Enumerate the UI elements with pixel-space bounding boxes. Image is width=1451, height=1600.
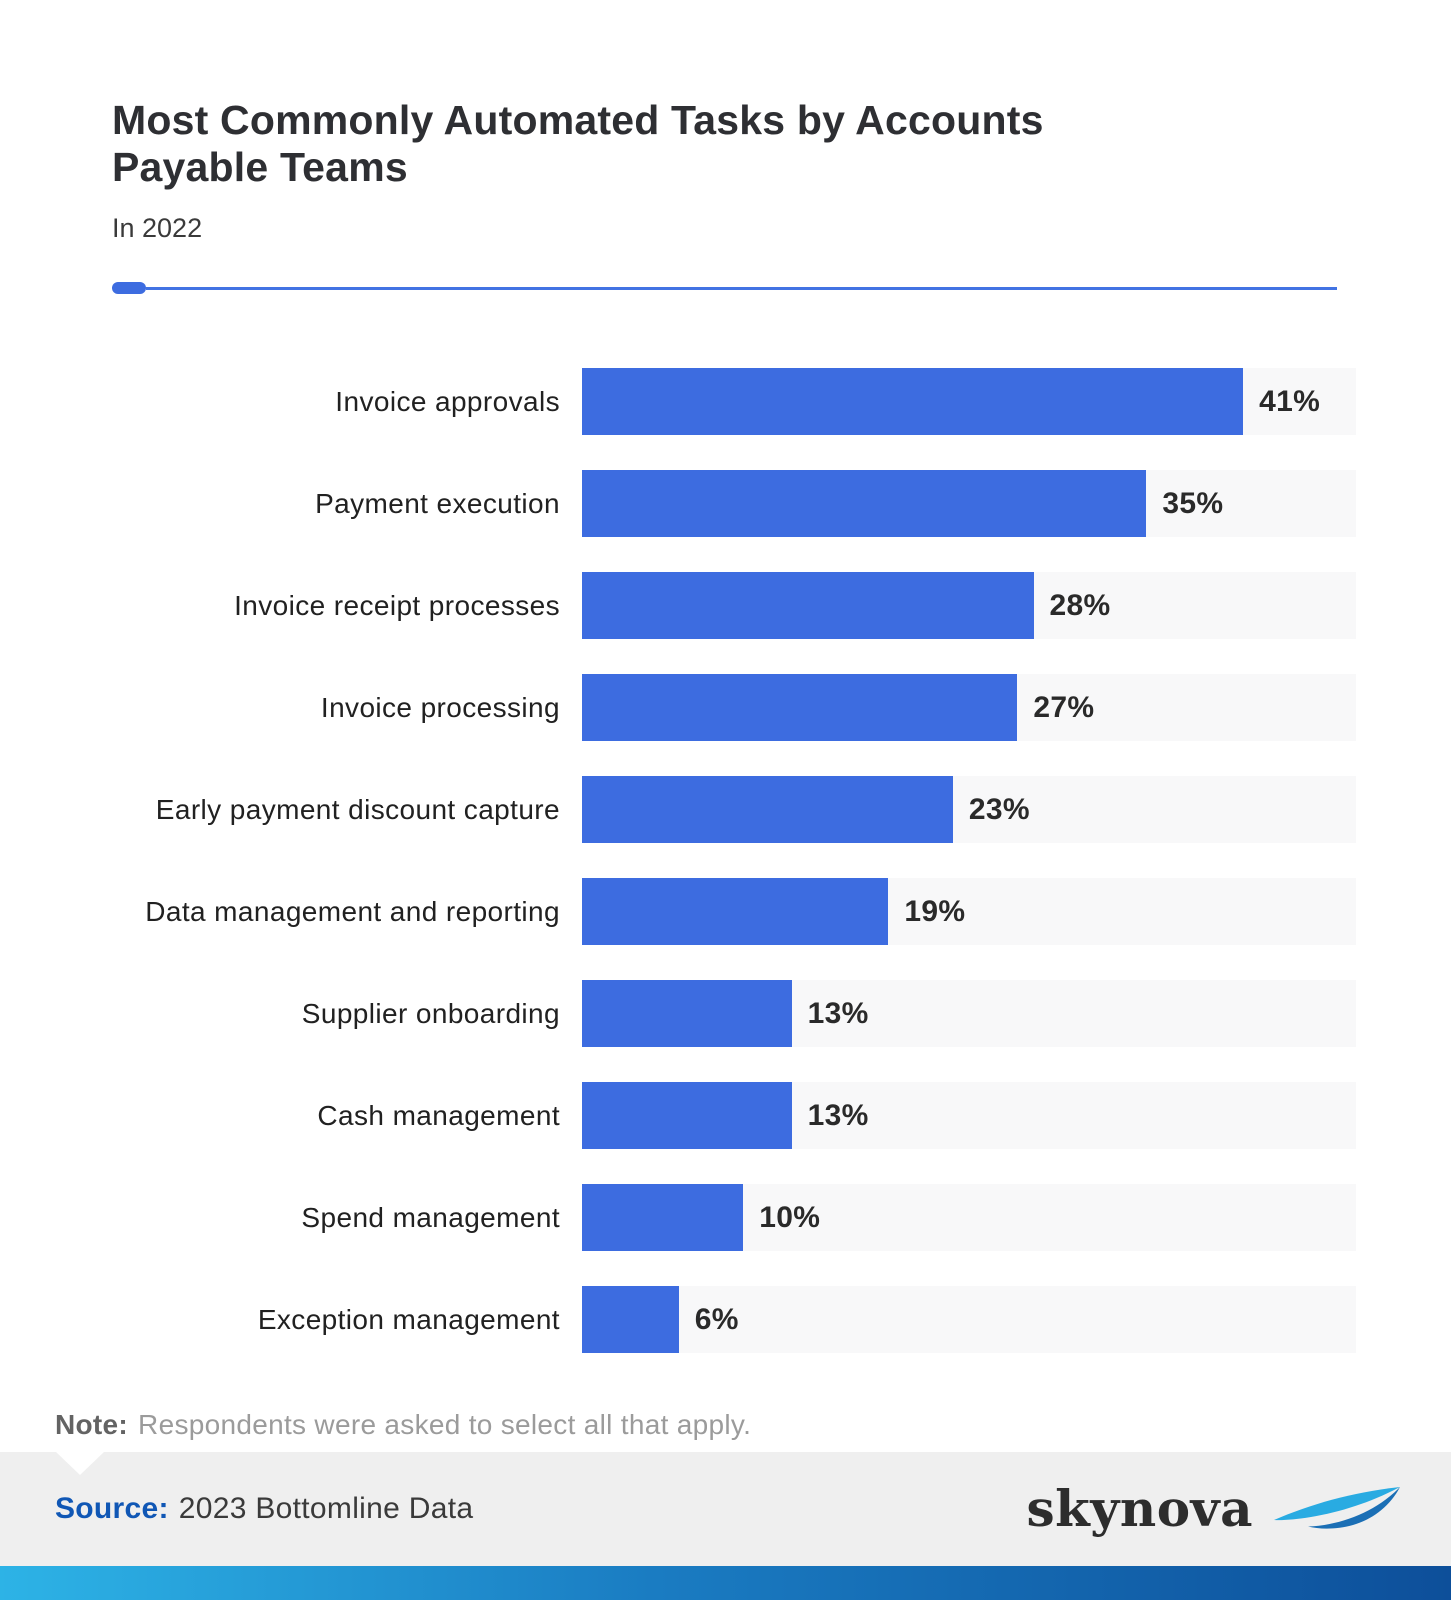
bar-row: Invoice receipt processes 28%	[0, 572, 1356, 639]
bar-track: 35%	[582, 470, 1356, 537]
bar-value: 19%	[904, 894, 966, 928]
divider	[112, 282, 1337, 294]
bar-track: 13%	[582, 980, 1356, 1047]
bar-fill	[582, 980, 792, 1047]
bar-value: 10%	[759, 1200, 821, 1234]
bar-track: 13%	[582, 1082, 1356, 1149]
footer-notch	[56, 1452, 104, 1475]
bar-label: Early payment discount capture	[155, 793, 560, 825]
bar-track: 27%	[582, 674, 1356, 741]
bar-row: Data management and reporting 19%	[0, 878, 1356, 945]
bar-label: Supplier onboarding	[301, 997, 560, 1029]
bar-fill	[582, 470, 1147, 537]
bar-value: 6%	[694, 1302, 739, 1336]
bar-track: 28%	[582, 572, 1356, 639]
chart-title: Most Commonly Automated Tasks by Account…	[112, 97, 1337, 191]
bar-fill	[582, 878, 889, 945]
bar-row: Payment execution 35%	[0, 470, 1356, 537]
header: Most Commonly Automated Tasks by Account…	[0, 0, 1451, 294]
bar-label: Cash management	[317, 1099, 560, 1131]
bar-value: 35%	[1162, 486, 1224, 520]
bar-row: Invoice processing 27%	[0, 674, 1356, 741]
bar-value: 41%	[1259, 384, 1321, 418]
bar-track: 19%	[582, 878, 1356, 945]
chart-subtitle: In 2022	[112, 213, 203, 243]
bar-fill	[582, 1184, 744, 1251]
bar-fill	[582, 572, 1034, 639]
bar-label: Payment execution	[315, 487, 560, 519]
bar-label: Data management and reporting	[145, 895, 560, 927]
bar-row: Spend management 10%	[0, 1184, 1356, 1251]
skynova-logo: skynova	[1027, 1484, 1404, 1534]
note-text: Respondents were asked to select all tha…	[138, 1409, 752, 1440]
note-label: Note:	[55, 1409, 129, 1440]
bar-row: Exception management 6%	[0, 1286, 1356, 1353]
bar-value: 13%	[807, 1098, 869, 1132]
bar-fill	[582, 776, 953, 843]
bar-fill	[582, 674, 1018, 741]
bar-row: Invoice approvals 41%	[0, 368, 1356, 435]
bar-fill	[582, 1286, 679, 1353]
bar-fill	[582, 368, 1244, 435]
bar-value: 27%	[1033, 690, 1095, 724]
bottom-gradient-bar	[0, 1566, 1451, 1600]
bar-row: Cash management 13%	[0, 1082, 1356, 1149]
chart-title-line2: Payable Teams	[112, 144, 408, 190]
bar-label: Invoice receipt processes	[234, 589, 560, 621]
bar-track: 23%	[582, 776, 1356, 843]
bar-value: 28%	[1049, 588, 1111, 622]
bar-value: 23%	[968, 792, 1030, 826]
footer: Source: 2023 Bottomline Data skynova	[0, 1452, 1451, 1566]
bar-chart: Invoice approvals 41% Payment execution 35%…	[0, 368, 1356, 1353]
bar-track: 6%	[582, 1286, 1356, 1353]
bar-label: Invoice processing	[320, 691, 560, 723]
divider-pill	[112, 282, 146, 294]
wave-swoosh-icon	[1274, 1487, 1400, 1529]
bar-value: 13%	[807, 996, 869, 1030]
bar-rows: Invoice approvals 41% Payment execution 35%…	[0, 368, 1356, 1353]
chart-title-line1: Most Commonly Automated Tasks by Account…	[112, 97, 1044, 143]
divider-line	[146, 286, 1337, 290]
bar-label: Spend management	[301, 1201, 560, 1233]
note: Note: Respondents were asked to select al…	[0, 1409, 1451, 1441]
bar-fill	[582, 1082, 792, 1149]
bar-track: 41%	[582, 368, 1356, 435]
source: Source: 2023 Bottomline Data	[55, 1492, 473, 1526]
source-label: Source:	[55, 1492, 169, 1525]
bar-row: Supplier onboarding 13%	[0, 980, 1356, 1047]
source-text: 2023 Bottomline Data	[178, 1492, 474, 1525]
bar-track: 10%	[582, 1184, 1356, 1251]
bar-row: Early payment discount capture 23%	[0, 776, 1356, 843]
bar-label: Exception management	[257, 1303, 560, 1335]
bar-label: Invoice approvals	[335, 385, 560, 417]
skynova-wordmark: skynova	[1026, 1479, 1253, 1538]
